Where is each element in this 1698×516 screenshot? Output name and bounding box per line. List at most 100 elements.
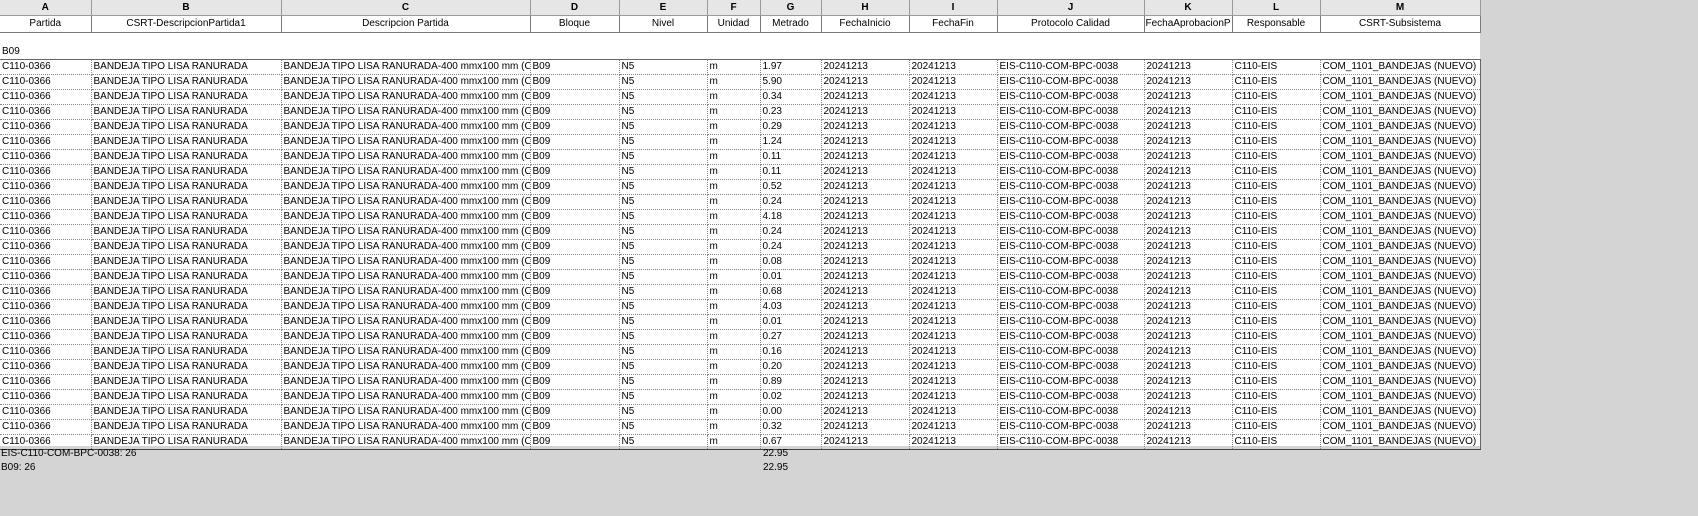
- cell-metrado[interactable]: 0.24: [760, 239, 822, 255]
- cell-fecha-fin[interactable]: 20241213: [909, 239, 998, 255]
- column-header-descripcion-partida[interactable]: Descripcion Partida: [281, 15, 531, 33]
- cell-metrado[interactable]: 0.52: [760, 179, 822, 195]
- cell-nivel[interactable]: N5: [619, 149, 708, 165]
- cell-descripcion-partida1[interactable]: BANDEJA TIPO LISA RANURADA: [91, 329, 282, 345]
- table-row[interactable]: C110-0366 BANDEJA TIPO LISA RANURADA BANDE…: [0, 74, 1481, 90]
- cell-protocolo-calidad[interactable]: EIS-C110-COM-BPC-0038: [997, 434, 1145, 450]
- cell-subsistema[interactable]: COM_1101_BANDEJAS (NUEVO): [1320, 344, 1481, 360]
- cell-responsable[interactable]: C110-EIS: [1232, 239, 1321, 255]
- cell-partida[interactable]: C110-0366: [0, 164, 92, 180]
- cell-unidad[interactable]: m: [707, 434, 761, 450]
- cell-fecha-aprobacion[interactable]: 20241213: [1144, 149, 1233, 165]
- cell-partida[interactable]: C110-0366: [0, 269, 92, 285]
- cell-fecha-inicio[interactable]: 20241213: [821, 314, 910, 330]
- cell-protocolo-calidad[interactable]: EIS-C110-COM-BPC-0038: [997, 194, 1145, 210]
- cell-nivel[interactable]: N5: [619, 284, 708, 300]
- block-count-label[interactable]: B09: 26: [1, 462, 36, 473]
- cell-unidad[interactable]: m: [707, 404, 761, 420]
- cell-metrado[interactable]: 0.16: [760, 344, 822, 360]
- cell-fecha-aprobacion[interactable]: 20241213: [1144, 299, 1233, 315]
- cell-bloque[interactable]: B09: [530, 284, 620, 300]
- cell-fecha-fin[interactable]: 20241213: [909, 119, 998, 135]
- cell-metrado[interactable]: 0.67: [760, 434, 822, 450]
- cell-fecha-fin[interactable]: 20241213: [909, 74, 998, 90]
- cell-unidad[interactable]: m: [707, 209, 761, 225]
- cell-fecha-aprobacion[interactable]: 20241213: [1144, 179, 1233, 195]
- table-row[interactable]: C110-0366 BANDEJA TIPO LISA RANURADA BANDE…: [0, 404, 1481, 420]
- cell-fecha-aprobacion[interactable]: 20241213: [1144, 59, 1233, 75]
- table-row[interactable]: C110-0366 BANDEJA TIPO LISA RANURADA BANDE…: [0, 314, 1481, 330]
- cell-protocolo-calidad[interactable]: EIS-C110-COM-BPC-0038: [997, 149, 1145, 165]
- cell-subsistema[interactable]: COM_1101_BANDEJAS (NUEVO): [1320, 239, 1481, 255]
- cell-descripcion-partida1[interactable]: BANDEJA TIPO LISA RANURADA: [91, 254, 282, 270]
- cell-partida[interactable]: C110-0366: [0, 329, 92, 345]
- cell-partida[interactable]: C110-0366: [0, 59, 92, 75]
- column-letter-i[interactable]: I: [909, 0, 998, 16]
- cell-responsable[interactable]: C110-EIS: [1232, 434, 1321, 450]
- cell-descripcion-partida1[interactable]: BANDEJA TIPO LISA RANURADA: [91, 149, 282, 165]
- column-letter-j[interactable]: J: [997, 0, 1145, 16]
- cell-fecha-inicio[interactable]: 20241213: [821, 179, 910, 195]
- cell-descripcion-partida[interactable]: BANDEJA TIPO LISA RANURADA-400 mmx100 mm…: [281, 179, 531, 195]
- cell-bloque[interactable]: B09: [530, 134, 620, 150]
- cell-descripcion-partida1[interactable]: BANDEJA TIPO LISA RANURADA: [91, 134, 282, 150]
- table-row[interactable]: C110-0366 BANDEJA TIPO LISA RANURADA BANDE…: [0, 239, 1481, 255]
- cell-metrado[interactable]: 0.34: [760, 89, 822, 105]
- cell-protocolo-calidad[interactable]: EIS-C110-COM-BPC-0038: [997, 269, 1145, 285]
- cell-partida[interactable]: C110-0366: [0, 239, 92, 255]
- table-row[interactable]: C110-0366 BANDEJA TIPO LISA RANURADA BANDE…: [0, 254, 1481, 270]
- cell-nivel[interactable]: N5: [619, 269, 708, 285]
- cell-subsistema[interactable]: COM_1101_BANDEJAS (NUEVO): [1320, 374, 1481, 390]
- cell-unidad[interactable]: m: [707, 374, 761, 390]
- cell-protocolo-calidad[interactable]: EIS-C110-COM-BPC-0038: [997, 134, 1145, 150]
- cell-protocolo-calidad[interactable]: EIS-C110-COM-BPC-0038: [997, 119, 1145, 135]
- cell-bloque[interactable]: B09: [530, 269, 620, 285]
- table-row[interactable]: C110-0366 BANDEJA TIPO LISA RANURADA BANDE…: [0, 284, 1481, 300]
- cell-descripcion-partida[interactable]: BANDEJA TIPO LISA RANURADA-400 mmx100 mm…: [281, 299, 531, 315]
- cell-fecha-inicio[interactable]: 20241213: [821, 344, 910, 360]
- cell-descripcion-partida[interactable]: BANDEJA TIPO LISA RANURADA-400 mmx100 mm…: [281, 359, 531, 375]
- cell-fecha-inicio[interactable]: 20241213: [821, 194, 910, 210]
- cell-fecha-aprobacion[interactable]: 20241213: [1144, 74, 1233, 90]
- cell-descripcion-partida[interactable]: BANDEJA TIPO LISA RANURADA-400 mmx100 mm…: [281, 134, 531, 150]
- cell-descripcion-partida1[interactable]: BANDEJA TIPO LISA RANURADA: [91, 389, 282, 405]
- cell-unidad[interactable]: m: [707, 194, 761, 210]
- cell-fecha-inicio[interactable]: 20241213: [821, 149, 910, 165]
- cell-nivel[interactable]: N5: [619, 164, 708, 180]
- cell-responsable[interactable]: C110-EIS: [1232, 344, 1321, 360]
- cell-fecha-inicio[interactable]: 20241213: [821, 209, 910, 225]
- cell-protocolo-calidad[interactable]: EIS-C110-COM-BPC-0038: [997, 104, 1145, 120]
- cell-subsistema[interactable]: COM_1101_BANDEJAS (NUEVO): [1320, 284, 1481, 300]
- cell-protocolo-calidad[interactable]: EIS-C110-COM-BPC-0038: [997, 344, 1145, 360]
- cell-partida[interactable]: C110-0366: [0, 254, 92, 270]
- cell-descripcion-partida1[interactable]: BANDEJA TIPO LISA RANURADA: [91, 104, 282, 120]
- cell-unidad[interactable]: m: [707, 239, 761, 255]
- cell-responsable[interactable]: C110-EIS: [1232, 209, 1321, 225]
- cell-fecha-aprobacion[interactable]: 20241213: [1144, 134, 1233, 150]
- cell-metrado[interactable]: 0.32: [760, 419, 822, 435]
- cell-partida[interactable]: C110-0366: [0, 104, 92, 120]
- cell-bloque[interactable]: B09: [530, 149, 620, 165]
- cell-subsistema[interactable]: COM_1101_BANDEJAS (NUEVO): [1320, 434, 1481, 450]
- cell-fecha-inicio[interactable]: 20241213: [821, 89, 910, 105]
- cell-fecha-fin[interactable]: 20241213: [909, 134, 998, 150]
- cell-protocolo-calidad[interactable]: EIS-C110-COM-BPC-0038: [997, 89, 1145, 105]
- cell-unidad[interactable]: m: [707, 284, 761, 300]
- cell-responsable[interactable]: C110-EIS: [1232, 389, 1321, 405]
- cell-descripcion-partida[interactable]: BANDEJA TIPO LISA RANURADA-400 mmx100 mm…: [281, 209, 531, 225]
- cell-descripcion-partida1[interactable]: BANDEJA TIPO LISA RANURADA: [91, 299, 282, 315]
- cell-partida[interactable]: C110-0366: [0, 314, 92, 330]
- cell-fecha-fin[interactable]: 20241213: [909, 284, 998, 300]
- cell-descripcion-partida[interactable]: BANDEJA TIPO LISA RANURADA-400 mmx100 mm…: [281, 269, 531, 285]
- cell-bloque[interactable]: B09: [530, 119, 620, 135]
- cell-metrado[interactable]: 4.03: [760, 299, 822, 315]
- table-row[interactable]: C110-0366 BANDEJA TIPO LISA RANURADA BANDE…: [0, 59, 1481, 75]
- cell-subsistema[interactable]: COM_1101_BANDEJAS (NUEVO): [1320, 74, 1481, 90]
- cell-metrado[interactable]: 1.24: [760, 134, 822, 150]
- cell-fecha-inicio[interactable]: 20241213: [821, 134, 910, 150]
- cell-bloque[interactable]: B09: [530, 179, 620, 195]
- cell-descripcion-partida1[interactable]: BANDEJA TIPO LISA RANURADA: [91, 314, 282, 330]
- cell-descripcion-partida[interactable]: BANDEJA TIPO LISA RANURADA-400 mmx100 mm…: [281, 224, 531, 240]
- cell-metrado[interactable]: 0.89: [760, 374, 822, 390]
- cell-bloque[interactable]: B09: [530, 329, 620, 345]
